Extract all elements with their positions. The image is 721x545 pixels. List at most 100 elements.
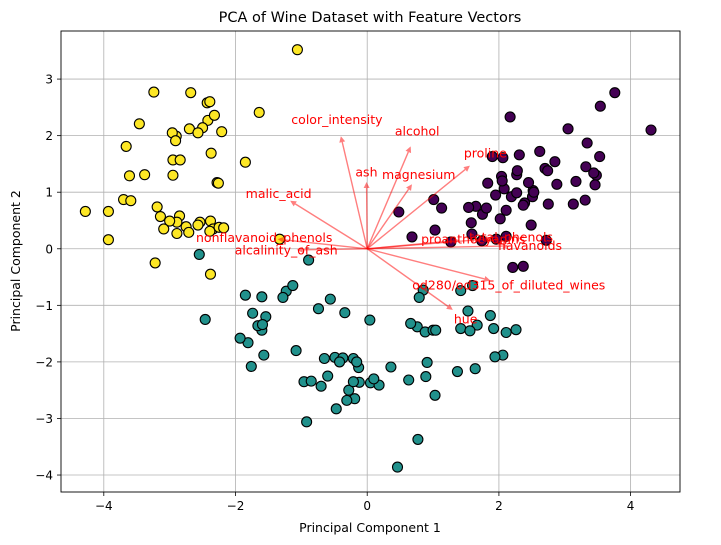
feature-vector-arrowhead (463, 165, 470, 172)
y-tick-label: −2 (35, 355, 53, 369)
data-point (436, 202, 448, 214)
data-point (525, 219, 537, 231)
data-point (193, 248, 205, 260)
data-point (534, 145, 546, 158)
data-point (588, 167, 600, 179)
feature-vector (366, 184, 412, 250)
feature-vector-label: alcohol (395, 124, 440, 139)
data-point (368, 373, 380, 385)
data-point (500, 326, 512, 339)
data-point (570, 175, 582, 188)
data-point (500, 230, 512, 242)
data-point (174, 154, 186, 166)
data-point (511, 187, 523, 199)
data-point (287, 279, 299, 292)
data-point (185, 87, 197, 99)
data-point (542, 198, 554, 210)
data-point (645, 124, 657, 136)
feature-vector (366, 165, 470, 250)
data-point (79, 205, 91, 217)
data-point (205, 147, 217, 159)
data-point (154, 210, 166, 223)
feature-vector-label: magnesium (382, 167, 455, 182)
data-point (484, 309, 496, 322)
feature-vector-shaft (367, 248, 485, 280)
feature-vector-shaft (283, 239, 368, 250)
feature-vector-arrowhead (290, 200, 297, 207)
feature-vector-arrowhead (483, 276, 491, 282)
feature-vector-label: malic_acid (246, 186, 312, 201)
data-point (312, 303, 325, 315)
data-point (542, 165, 554, 177)
y-tick-label: −3 (35, 412, 53, 426)
data-point (245, 360, 257, 372)
data-point (102, 234, 114, 246)
feature-vector-label: nonflavanoid_phenols (196, 230, 332, 245)
feature-vector-label: proline (464, 146, 507, 161)
data-point (192, 219, 204, 231)
feature-vector-arrowhead (363, 182, 370, 189)
data-point (510, 324, 522, 336)
data-point (412, 433, 424, 445)
data-point (421, 356, 433, 369)
feature-vector-shaft (302, 248, 368, 251)
feature-vector-shaft (341, 141, 368, 249)
feature-vector (290, 200, 368, 250)
data-point (256, 319, 269, 331)
feature-vector (367, 237, 460, 250)
y-axis-label: Principal Component 2 (8, 190, 23, 332)
feature-vector-shaft (366, 188, 410, 250)
y-tick-label: −4 (35, 469, 53, 483)
data-point (567, 198, 579, 210)
data-point (239, 289, 251, 301)
data-point (500, 204, 512, 216)
feature-vector-arrowhead (446, 303, 453, 310)
data-point (208, 109, 220, 121)
data-point (413, 291, 425, 303)
data-point (451, 365, 463, 378)
data-point (522, 177, 535, 189)
feature-vector-label: od280/od315_of_diluted_wines (412, 278, 605, 293)
data-point (301, 416, 313, 428)
data-point (430, 324, 442, 336)
feature-vector-labels: alcohol malic_acid ash alcalinity_of_ash mag… (196, 112, 605, 327)
feature-vector-label: color_intensity (291, 112, 383, 127)
feature-vector (367, 248, 491, 282)
data-point (469, 363, 481, 375)
data-point (290, 345, 302, 357)
data-point (517, 199, 529, 211)
feature-vector-arrowhead (406, 184, 412, 191)
data-point (347, 376, 359, 388)
data-point (589, 179, 601, 191)
feature-vector-label: total_phenols (469, 230, 553, 245)
data-point (428, 194, 440, 206)
data-point (405, 317, 417, 329)
data-point (562, 123, 574, 135)
data-point (429, 389, 441, 401)
x-tick-label: 4 (627, 499, 635, 513)
feature-vector-shaft (366, 248, 449, 307)
data-points (79, 44, 657, 473)
x-tick-label: −4 (95, 499, 113, 513)
data-point (291, 44, 303, 56)
data-point (517, 260, 529, 272)
data-point (305, 375, 317, 387)
feature-vector (366, 248, 453, 310)
data-point (551, 178, 563, 190)
feature-vector-arrowhead (405, 146, 412, 154)
axis-ticks: −4 −2 0 2 4 −4 −3 −2 −1 0 1 2 3 (35, 73, 634, 513)
data-point (204, 268, 217, 280)
y-tick-label: 1 (45, 186, 53, 200)
data-point (170, 135, 182, 147)
data-point (594, 151, 606, 163)
data-point (594, 100, 606, 112)
feature-vector (366, 146, 412, 250)
data-point (480, 202, 492, 214)
data-point (471, 319, 483, 331)
data-point (158, 223, 170, 235)
y-tick-label: −1 (35, 299, 53, 313)
feature-vector (296, 246, 368, 253)
data-point (351, 356, 363, 368)
